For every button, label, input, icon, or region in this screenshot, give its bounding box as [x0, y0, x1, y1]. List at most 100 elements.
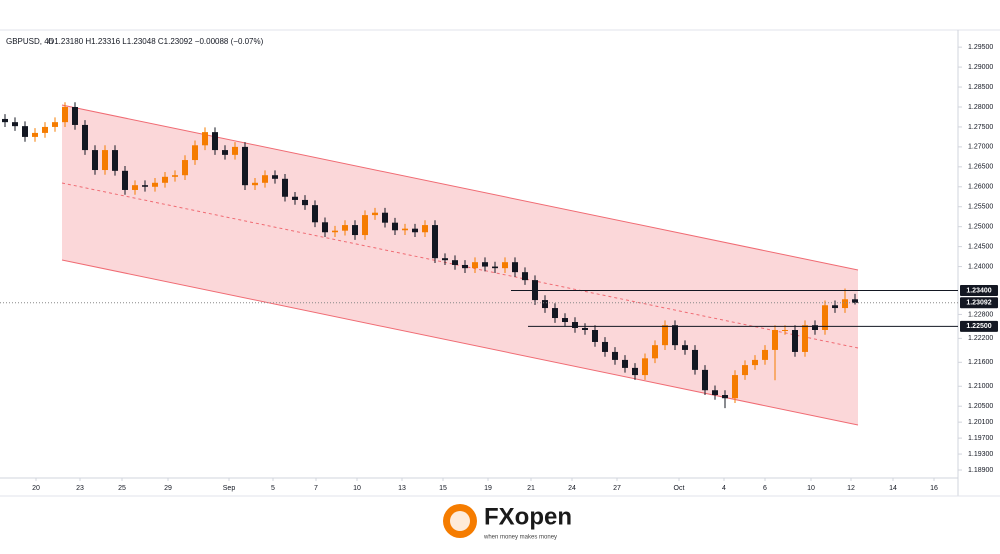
candle-body	[232, 146, 238, 155]
candle-body	[362, 215, 368, 236]
x-tick-label: 29	[164, 485, 172, 492]
candle-body	[192, 145, 198, 161]
candle-body	[132, 185, 138, 190]
x-tick-label: 24	[568, 485, 576, 492]
y-tick-label: 1.19300	[968, 451, 993, 458]
x-tick-label: 12	[847, 485, 855, 492]
y-tick-label: 1.22200	[968, 335, 993, 342]
logo-text: FXopen	[484, 503, 572, 530]
x-tick-label: 13	[398, 485, 406, 492]
candle-body	[742, 365, 748, 376]
candle-body	[602, 341, 608, 352]
candle-body	[472, 262, 478, 269]
candle-body	[632, 367, 638, 376]
candle-body	[672, 325, 678, 346]
y-tick-label: 1.27500	[968, 124, 993, 131]
candle-body	[382, 212, 388, 223]
candle-body	[392, 222, 398, 231]
candle-body	[502, 262, 508, 269]
candle-body	[332, 230, 338, 233]
candle-body	[22, 126, 28, 137]
candle-body	[322, 222, 328, 233]
y-tick-label: 1.25500	[968, 204, 993, 211]
x-tick-label: 16	[930, 485, 938, 492]
x-tick-label: 5	[271, 485, 275, 492]
x-tick-label: 7	[314, 485, 318, 492]
candle-body	[522, 272, 528, 281]
candle-body	[162, 176, 168, 183]
y-tick-label: 1.29500	[968, 44, 993, 51]
candle-body	[112, 150, 118, 171]
candle-body	[832, 305, 838, 309]
candle-body	[302, 199, 308, 206]
price-label-box	[960, 285, 998, 297]
candle-body	[712, 390, 718, 396]
y-tick-label: 1.19700	[968, 435, 993, 442]
candle-body	[222, 150, 228, 155]
candle-body	[422, 225, 428, 233]
ohlc-text: O1.23180 H1.23316 L1.23048 C1.23092 −0.0…	[48, 37, 264, 46]
x-tick-label: 19	[484, 485, 492, 492]
candle-body	[652, 345, 658, 359]
candle-body	[722, 395, 728, 399]
x-tick-label: Sep	[223, 485, 236, 492]
candle-body	[592, 329, 598, 342]
candle-body	[622, 359, 628, 368]
candle-body	[662, 325, 668, 346]
candle-body	[272, 175, 278, 179]
candle-body	[812, 325, 818, 330]
y-tick-label: 1.26000	[968, 184, 993, 191]
y-tick-label: 1.24000	[968, 263, 993, 270]
candle-body	[702, 369, 708, 391]
price-label-box	[960, 297, 998, 309]
candle-body	[262, 175, 268, 183]
candle-body	[92, 150, 98, 171]
candle-body	[552, 308, 558, 319]
candle-body	[402, 228, 408, 231]
candle-body	[852, 299, 858, 303]
price-label: 1.23400	[966, 287, 991, 294]
channel-fill	[62, 105, 858, 425]
candle-body	[212, 132, 218, 151]
price-label-box	[960, 320, 998, 332]
x-tick-label: Oct	[674, 485, 685, 492]
y-tick-label: 1.28500	[968, 84, 993, 91]
candle-body	[582, 328, 588, 330]
candle-body	[732, 375, 738, 399]
candle-body	[202, 132, 208, 146]
candle-body	[412, 228, 418, 233]
candle-body	[432, 225, 438, 259]
candle-body	[82, 124, 88, 151]
candle-body	[682, 345, 688, 350]
candle-body	[242, 146, 248, 186]
x-tick-label: 10	[807, 485, 815, 492]
x-tick-label: 27	[613, 485, 621, 492]
candle-body	[372, 212, 378, 216]
candle-body	[352, 225, 358, 236]
x-tick-label: 14	[889, 485, 897, 492]
price-label: 1.22500	[966, 323, 991, 330]
candle-body	[842, 299, 848, 309]
candle-body	[482, 262, 488, 267]
x-tick-label: 25	[118, 485, 126, 492]
price-label: 1.23092	[966, 300, 991, 307]
y-tick-label: 1.26500	[968, 164, 993, 171]
x-tick-label: 21	[527, 485, 535, 492]
candle-body	[512, 262, 518, 273]
candle-body	[442, 258, 448, 261]
y-tick-label: 1.18900	[968, 467, 993, 474]
candle-body	[252, 182, 258, 186]
logo-icon-inner	[450, 511, 470, 531]
y-tick-label: 1.20500	[968, 403, 993, 410]
y-tick-label: 1.29000	[968, 64, 993, 71]
candle-body	[152, 182, 158, 187]
y-tick-label: 1.25000	[968, 224, 993, 231]
candle-body	[172, 175, 178, 177]
candle-body	[292, 196, 298, 200]
x-tick-label: 15	[439, 485, 447, 492]
candle-body	[142, 185, 148, 187]
candle-body	[122, 170, 128, 190]
candle-body	[2, 118, 8, 123]
candle-body	[642, 358, 648, 376]
